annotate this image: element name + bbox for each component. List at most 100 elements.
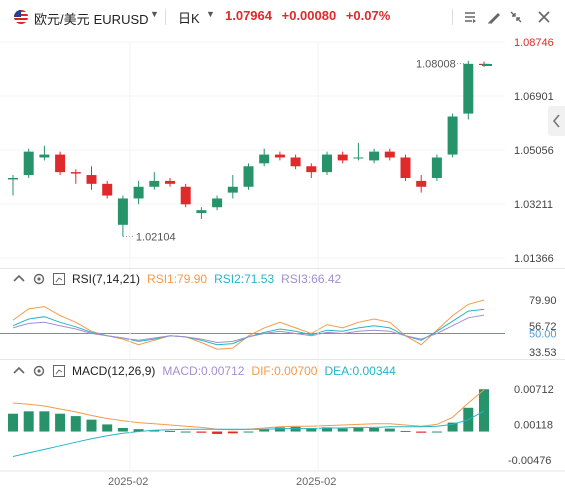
macd-bar: [102, 424, 113, 432]
collapse-icon[interactable]: [12, 272, 26, 286]
timeframe-selector[interactable]: 日K: [178, 11, 200, 26]
candle-body: [102, 183, 113, 196]
rsi-y-tick-label: 33.53: [529, 347, 557, 359]
candle-body: [55, 154, 66, 173]
y-tick-label: 1.05056: [514, 145, 554, 157]
macd-bar: [369, 427, 380, 432]
chevron-down-icon[interactable]: ▼: [206, 9, 215, 19]
divider: [452, 9, 453, 25]
candle-body: [416, 180, 427, 187]
macd-bar: [23, 411, 34, 432]
toolbar: 欧元/美元 EURUSD ▼ 日K ▼ 1.07964 +0.00080 +0.0…: [0, 0, 565, 34]
macd-bar: [70, 416, 81, 432]
macd-bar: [55, 413, 66, 432]
dea-value: DEA:0.00344: [324, 364, 396, 378]
indicator-icon[interactable]: [52, 272, 66, 286]
macd-bar: [447, 422, 458, 432]
compress-icon[interactable]: [508, 9, 526, 25]
macd-bar: [259, 429, 270, 432]
macd-bar: [149, 430, 160, 432]
candle-body: [259, 154, 270, 164]
rsi-series-line: [12, 314, 485, 344]
rsi-series-line: [12, 299, 485, 350]
rsi-y-tick-label: 50.00: [529, 329, 557, 341]
candle-body: [133, 186, 144, 199]
x-tick-label: 2025-02: [108, 476, 148, 488]
symbol-code: EURUSD: [93, 12, 149, 27]
y-tick-label: 1.08746: [514, 37, 554, 49]
macd-y-tick-label: 0.00118: [514, 420, 553, 432]
macd-title: MACD(12,26,9): [72, 364, 156, 378]
candle-body: [306, 166, 317, 173]
x-axis: 2025-02 2025-02: [0, 42, 565, 488]
y-tick-label: 1.03211: [514, 199, 553, 211]
candle-body: [149, 180, 160, 187]
macd-bar: [479, 389, 489, 432]
candle-body: [196, 210, 207, 214]
macd-bar: [337, 428, 348, 432]
rsi2-value: RSI2:71.53: [214, 272, 275, 286]
collapse-icon[interactable]: [462, 9, 480, 25]
candle-body: [447, 116, 458, 155]
last-price: 1.07964: [225, 8, 272, 23]
us-flag-icon: [14, 10, 28, 24]
macd-bar: [384, 428, 395, 432]
macd-header: MACD(12,26,9) MACD:0.00712 DIF:0.00700 D…: [12, 364, 396, 378]
rsi-title: RSI(7,14,21): [72, 272, 141, 286]
settings-icon[interactable]: [32, 364, 46, 378]
macd-bar: [39, 411, 50, 432]
candle-body: [337, 154, 348, 161]
macd-bar: [322, 427, 332, 432]
candle-body: [290, 157, 301, 167]
macd-bar: [86, 419, 97, 432]
x-tick-label: 2025-02: [296, 476, 336, 488]
collapse-icon[interactable]: [12, 364, 26, 378]
rsi-y-tick-label: 56.72: [529, 321, 557, 333]
macd-bar: [8, 413, 18, 432]
dea-line: [12, 410, 485, 457]
candle-body: [70, 172, 81, 174]
candle-body: [165, 180, 175, 184]
macd-bar: [416, 431, 427, 433]
expand-sidebar-button[interactable]: [548, 106, 565, 136]
indicator-icon[interactable]: [52, 364, 66, 378]
price-change: +0.00080: [281, 8, 337, 23]
low-price-label: 1.02104: [136, 231, 176, 243]
candle-body: [227, 186, 238, 193]
rsi3-value: RSI3:66.42: [281, 272, 342, 286]
rsi1-value: RSI1:79.90: [147, 272, 208, 286]
candle-body: [117, 198, 128, 225]
draw-icon[interactable]: [486, 9, 504, 25]
rsi-y-tick-label: 79.90: [529, 295, 557, 307]
macd-bar: [290, 426, 301, 432]
symbol-selector[interactable]: 欧元/美元 EURUSD: [34, 9, 149, 28]
macd-panel: 0.00712 0.00118 -0.00476: [8, 384, 554, 467]
macd-bar: [306, 427, 317, 432]
macd-bar: [133, 429, 144, 432]
rsi-header: RSI(7,14,21) RSI1:79.90 RSI2:71.53 RSI3:…: [12, 272, 341, 286]
panel-divider: [0, 268, 565, 269]
candle-body: [274, 154, 285, 158]
candle-body: [384, 151, 395, 158]
candle-body: [431, 157, 442, 178]
price-change-pct: +0.07%: [345, 8, 391, 23]
price-readout: 1.07964 +0.00080 +0.07%: [225, 8, 390, 23]
macd-bar: [243, 431, 254, 433]
close-icon[interactable]: [536, 9, 554, 25]
candle-body: [322, 154, 332, 173]
macd-bar: [180, 431, 191, 433]
macd-bar: [212, 431, 223, 434]
panel-divider: [0, 359, 565, 360]
y-tick-label: 1.01366: [514, 253, 554, 265]
candle-body: [369, 151, 380, 161]
chevron-down-icon[interactable]: ▼: [150, 9, 159, 19]
macd-bar: [400, 430, 411, 432]
macd-value: MACD:0.00712: [162, 364, 245, 378]
candle-body: [353, 157, 364, 159]
candle-body: [212, 198, 223, 208]
candle-body: [86, 175, 97, 184]
candle-body: [39, 154, 50, 158]
settings-icon[interactable]: [32, 272, 46, 286]
